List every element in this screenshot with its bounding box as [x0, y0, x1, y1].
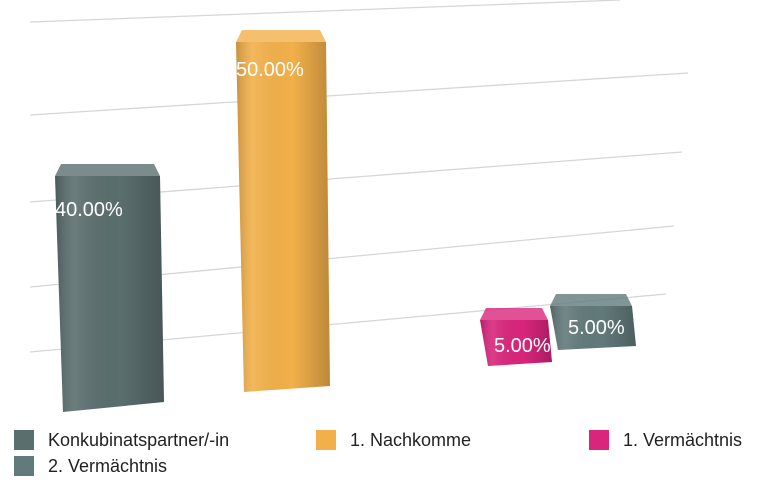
legend-label: 2. Vermächtnis — [48, 455, 168, 476]
legend-item-vermaechtnis-1[interactable]: 1. Vermächtnis — [589, 428, 742, 452]
bar-chart: 40.00% 50.00% 5.00% 5.00% — [29, 0, 689, 412]
bar[interactable]: 50.00% — [236, 30, 330, 392]
bar[interactable]: 5.00% — [550, 294, 636, 350]
bar-top — [480, 308, 548, 320]
bar-top — [550, 294, 632, 306]
bar[interactable]: 40.00% — [55, 164, 164, 412]
legend-swatch — [589, 430, 609, 450]
legend-label: 1. Vermächtnis — [623, 429, 743, 450]
legend: Konkubinatspartner/-in 1. Nachkomme 1. V… — [0, 424, 768, 494]
bar-shading — [550, 306, 636, 350]
legend-swatch — [14, 430, 34, 450]
legend-item-vermaechtnis-2[interactable]: 2. Vermächtnis — [14, 454, 167, 478]
legend-item-nachkomme[interactable]: 1. Nachkomme — [316, 428, 471, 452]
bar-data-label: 40.00% — [55, 199, 123, 221]
bar-top — [236, 30, 326, 42]
legend-label: Konkubinatspartner/-in — [48, 429, 230, 450]
bar-shading — [236, 42, 330, 392]
bar-data-label: 50.00% — [236, 59, 304, 81]
bar-shading — [55, 176, 164, 412]
gridline — [29, 72, 689, 116]
bars: 40.00% 50.00% 5.00% 5.00% — [55, 30, 636, 412]
legend-swatch — [14, 456, 34, 476]
bar[interactable]: 5.00% — [480, 308, 552, 366]
legend-item-konkubinatspartner[interactable]: Konkubinatspartner/-in — [14, 428, 229, 452]
bar-top — [55, 164, 160, 176]
gridline — [29, 0, 621, 23]
bar-shading — [480, 320, 552, 366]
legend-label: 1. Nachkomme — [350, 429, 472, 450]
bar-data-label: 5.00% — [494, 335, 551, 357]
bar-data-label: 5.00% — [568, 317, 625, 339]
legend-swatch — [316, 430, 336, 450]
